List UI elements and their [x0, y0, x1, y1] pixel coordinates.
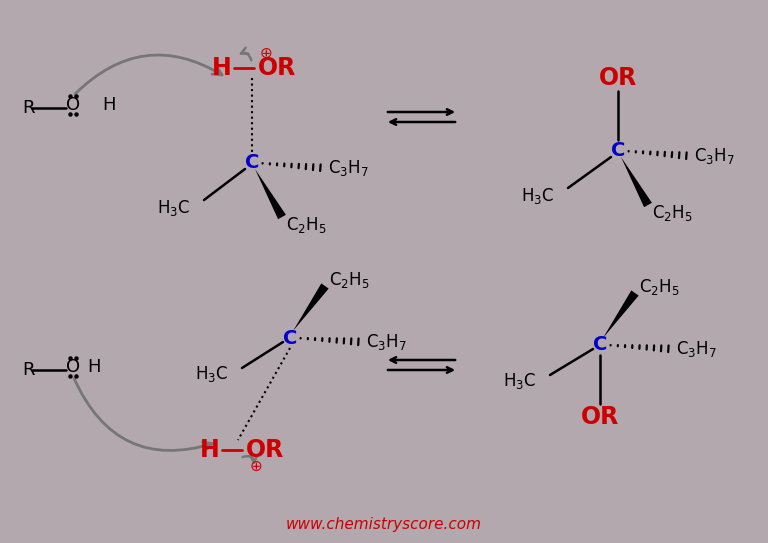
- Text: ⊕: ⊕: [260, 46, 273, 60]
- Text: C$_2$H$_5$: C$_2$H$_5$: [652, 203, 693, 223]
- Text: OR: OR: [599, 66, 637, 90]
- Text: C$_2$H$_5$: C$_2$H$_5$: [639, 277, 680, 297]
- Text: OR: OR: [246, 438, 284, 462]
- Text: C$_2$H$_5$: C$_2$H$_5$: [329, 270, 369, 290]
- Text: H$_3$C: H$_3$C: [157, 198, 190, 218]
- Text: ⊕: ⊕: [250, 458, 263, 473]
- Text: H: H: [200, 438, 220, 462]
- Text: H: H: [102, 96, 115, 114]
- Text: O: O: [66, 358, 80, 376]
- Text: H: H: [212, 56, 232, 80]
- Text: R: R: [22, 99, 35, 117]
- FancyArrowPatch shape: [243, 456, 257, 463]
- Polygon shape: [621, 157, 652, 207]
- Text: C: C: [611, 141, 625, 160]
- Text: OR: OR: [581, 405, 619, 429]
- Polygon shape: [255, 169, 286, 219]
- Text: C$_3$H$_7$: C$_3$H$_7$: [366, 332, 407, 352]
- Text: H$_3$C: H$_3$C: [195, 364, 228, 384]
- Text: www.chemistryscore.com: www.chemistryscore.com: [286, 517, 482, 533]
- Polygon shape: [293, 283, 329, 331]
- Text: H$_3$C: H$_3$C: [521, 186, 554, 206]
- Text: C: C: [593, 336, 607, 355]
- Text: OR: OR: [258, 56, 296, 80]
- Text: C$_3$H$_7$: C$_3$H$_7$: [694, 146, 735, 166]
- Text: O: O: [66, 96, 80, 114]
- FancyArrowPatch shape: [241, 48, 251, 60]
- Text: C: C: [245, 153, 259, 172]
- Polygon shape: [603, 291, 639, 338]
- Text: C: C: [283, 329, 297, 348]
- FancyArrowPatch shape: [75, 55, 222, 94]
- Text: H: H: [87, 358, 101, 376]
- FancyArrowPatch shape: [74, 378, 213, 451]
- Text: C$_2$H$_5$: C$_2$H$_5$: [286, 215, 326, 235]
- Text: C$_3$H$_7$: C$_3$H$_7$: [328, 158, 369, 178]
- Text: H$_3$C: H$_3$C: [503, 371, 536, 391]
- Text: C$_3$H$_7$: C$_3$H$_7$: [676, 339, 717, 359]
- Text: R: R: [22, 361, 35, 379]
